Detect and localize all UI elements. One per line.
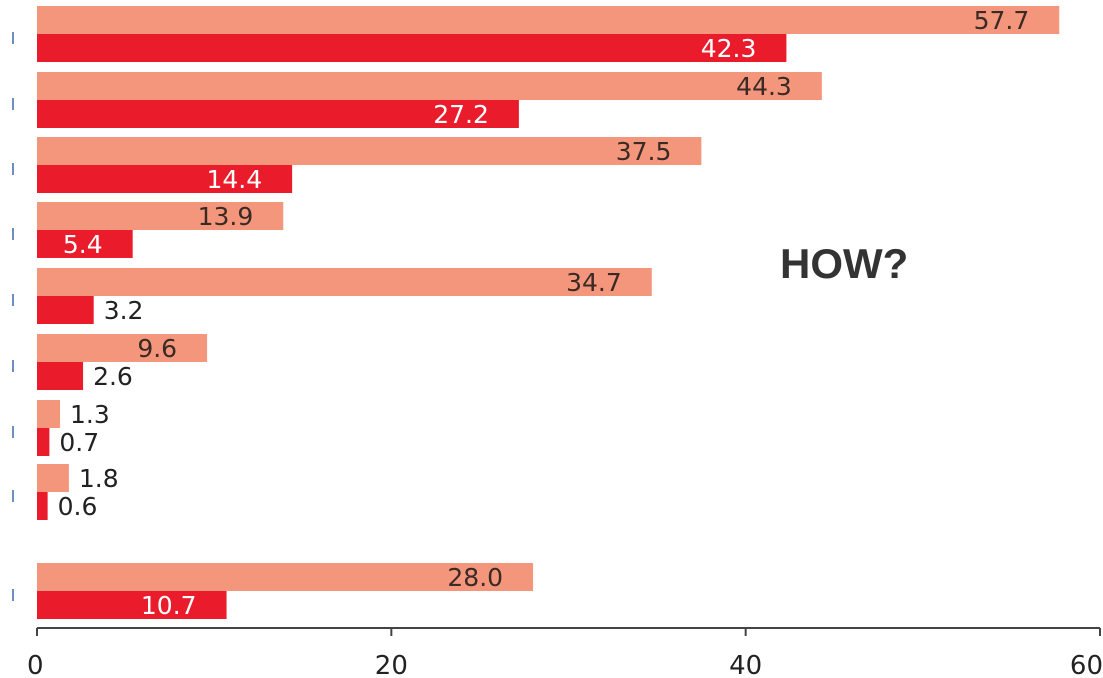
bar-series-2	[37, 100, 519, 128]
bar-series-1	[37, 563, 534, 591]
bar-value-label: 3.2	[104, 296, 144, 325]
bar-series-2	[37, 362, 84, 390]
bars-group: 57.7 42.3 44.3 27.2 37.5 14.4 13.9 5.4 34.7 3.2 9.…	[12, 6, 1060, 620]
bar-value-label: 1.8	[79, 464, 119, 493]
bar-series-1	[37, 72, 822, 100]
bar-series-1	[37, 464, 69, 492]
bar-value-label: 1.3	[70, 400, 110, 429]
bar-value-label: 57.7	[974, 6, 1030, 35]
x-tick-label: 0	[27, 651, 44, 678]
bar-series-2	[37, 296, 94, 324]
bar-value-label: 2.6	[93, 362, 133, 391]
bar-value-label: 0.7	[59, 428, 99, 457]
bar-series-1	[37, 202, 284, 230]
bar-series-2	[37, 34, 787, 62]
x-tick-label: 20	[375, 651, 408, 678]
chart-annotation: HOW?	[780, 240, 908, 287]
bar-series-1	[37, 268, 652, 296]
bar-series-2	[37, 591, 227, 619]
bar-value-label: 44.3	[736, 72, 792, 101]
bar-series-1	[37, 137, 702, 165]
bar-series-2	[37, 428, 50, 456]
bar-series-2	[37, 230, 133, 258]
bar-value-label: 13.9	[198, 202, 254, 231]
bar-value-label: 9.6	[137, 334, 177, 363]
bar-value-label: 27.2	[433, 100, 489, 129]
bar-series-1	[37, 334, 208, 362]
bar-series-2	[37, 492, 48, 520]
bar-value-label: 37.5	[616, 137, 672, 166]
bar-value-label: 5.4	[63, 230, 103, 259]
bar-value-label: 42.3	[701, 34, 757, 63]
x-tick-label: 60	[1070, 651, 1103, 678]
bar-value-label: 10.7	[141, 591, 197, 620]
bar-series-1	[37, 400, 61, 428]
x-axis: 0 20 40 60	[27, 627, 1103, 678]
bar-value-label: 28.0	[447, 563, 503, 592]
bar-value-label: 0.6	[58, 492, 98, 521]
x-tick-label: 40	[729, 651, 762, 678]
bar-series-2	[37, 165, 293, 193]
bar-value-label: 34.7	[566, 268, 622, 297]
bar-series-1	[37, 6, 1060, 34]
bar-value-label: 14.4	[206, 165, 262, 194]
